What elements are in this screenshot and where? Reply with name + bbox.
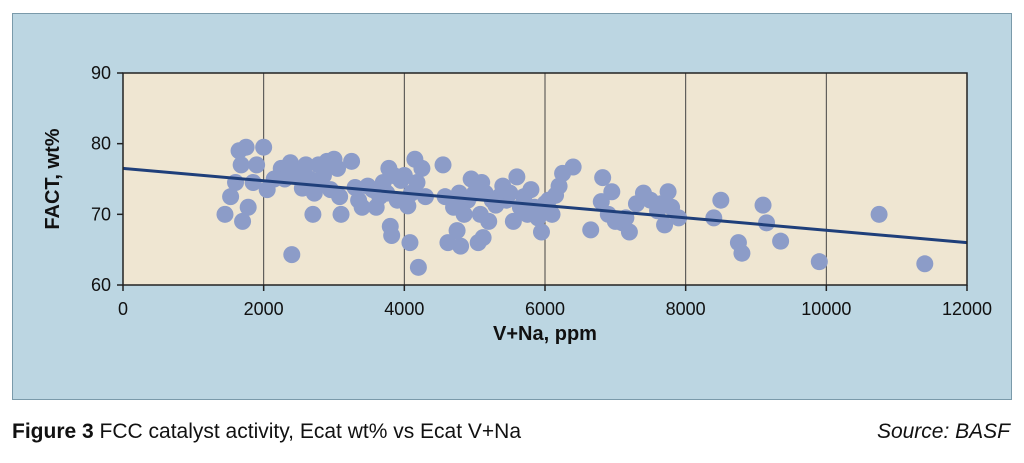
scatter-point xyxy=(916,255,934,273)
scatter-point xyxy=(594,169,612,187)
scatter-point xyxy=(564,158,582,176)
scatter-point xyxy=(216,205,234,223)
scatter-point xyxy=(401,234,419,252)
scatter-chart: 0 2000 4000 6000 8000 10000 12000 60 70 80 90 V+N… xyxy=(42,63,992,345)
scatter-point xyxy=(409,258,427,276)
scatter-point xyxy=(870,205,888,223)
x-tick-label: 10000 xyxy=(801,299,851,319)
scatter-point xyxy=(239,198,257,216)
y-tick-label: 70 xyxy=(91,204,111,224)
caption-figure-label: Figure 3 xyxy=(12,420,94,443)
scatter-point xyxy=(810,253,828,271)
scatter-point xyxy=(237,138,255,156)
scatter-point xyxy=(455,205,473,223)
scatter-point xyxy=(343,152,361,170)
scatter-point xyxy=(474,229,492,247)
x-tick-label: 12000 xyxy=(942,299,992,319)
scatter-point xyxy=(603,183,621,201)
scatter-point xyxy=(504,212,522,230)
scatter-point xyxy=(529,209,547,227)
scatter-point xyxy=(582,221,600,239)
caption-source: Source: BASF xyxy=(876,420,1010,443)
scatter-point xyxy=(620,223,638,241)
scatter-point xyxy=(532,223,550,241)
figure-caption: Figure 3 FCC catalyst activity, Ecat wt%… xyxy=(12,420,1012,450)
scatter-point xyxy=(550,177,568,195)
scatter-point xyxy=(383,227,401,245)
scatter-point xyxy=(332,205,350,223)
scatter-point xyxy=(772,232,790,250)
x-axis-ticks: 0 2000 4000 6000 8000 10000 12000 xyxy=(118,285,992,319)
scatter-point xyxy=(297,156,315,174)
scatter-point xyxy=(705,209,723,227)
y-axis-ticks: 60 70 80 90 xyxy=(91,63,123,295)
scatter-point xyxy=(283,246,301,264)
y-axis-title: FACT, wt% xyxy=(42,128,64,229)
scatter-point xyxy=(304,205,322,223)
caption-text: FCC catalyst activity, Ecat wt% vs Ecat … xyxy=(99,420,522,443)
scatter-point xyxy=(508,168,526,186)
scatter-point xyxy=(501,184,519,202)
scatter-point xyxy=(448,222,466,240)
y-tick-label: 60 xyxy=(91,275,111,295)
scatter-point xyxy=(255,138,273,156)
scatter-point xyxy=(543,205,561,223)
scatter-point xyxy=(331,188,349,206)
x-axis-title: V+Na, ppm xyxy=(493,323,597,345)
scatter-point xyxy=(733,244,751,262)
scatter-point xyxy=(712,191,730,209)
scatter-point xyxy=(452,237,470,255)
x-tick-label: 4000 xyxy=(384,299,424,319)
scatter-point xyxy=(656,216,674,234)
scatter-point xyxy=(758,214,776,232)
trendline xyxy=(122,166,968,245)
scatter-point xyxy=(399,197,417,215)
scatter-point xyxy=(408,174,426,192)
y-tick-label: 90 xyxy=(91,63,111,83)
chart-panel: 0 2000 4000 6000 8000 10000 12000 60 70 80 90 V+N… xyxy=(12,13,1012,400)
scatter-point xyxy=(248,156,266,174)
y-tick-label: 80 xyxy=(91,134,111,154)
scatter-point xyxy=(416,188,434,206)
x-tick-label: 2000 xyxy=(244,299,284,319)
x-tick-label: 8000 xyxy=(666,299,706,319)
scatter-point xyxy=(232,156,250,174)
scatter-point xyxy=(395,166,413,184)
x-tick-label: 0 xyxy=(118,299,128,319)
scatter-point xyxy=(234,212,252,230)
scatter-point xyxy=(329,159,347,177)
scatter-point xyxy=(659,183,677,201)
scatter-point xyxy=(222,188,240,206)
scatter-point xyxy=(480,212,498,230)
scatter-point xyxy=(754,196,772,214)
scatter-point xyxy=(353,198,371,216)
scatter-point xyxy=(413,159,431,177)
scatter-point xyxy=(314,166,332,184)
scatter-point xyxy=(434,156,452,174)
x-tick-label: 6000 xyxy=(525,299,565,319)
scatter-point xyxy=(522,181,540,199)
